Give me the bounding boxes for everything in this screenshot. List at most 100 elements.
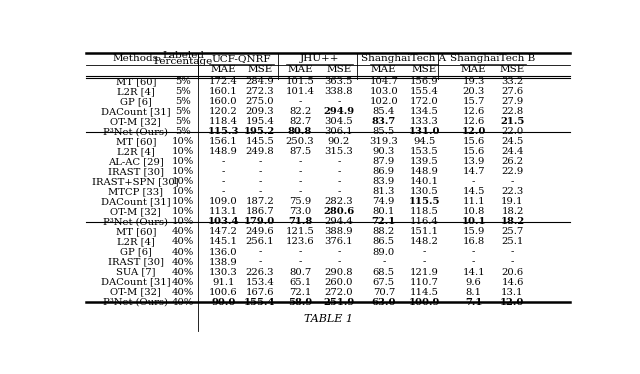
Text: 10%: 10% (172, 187, 194, 196)
Text: 7.1: 7.1 (465, 298, 483, 307)
Text: 114.5: 114.5 (410, 288, 438, 297)
Text: 153.4: 153.4 (245, 278, 274, 286)
Text: -: - (337, 177, 340, 187)
Text: 14.5: 14.5 (463, 187, 485, 196)
Text: 118.4: 118.4 (209, 117, 238, 126)
Text: MSE: MSE (412, 65, 436, 74)
Text: 147.2: 147.2 (209, 227, 238, 236)
Text: 81.3: 81.3 (372, 187, 395, 196)
Text: 172.0: 172.0 (410, 97, 438, 106)
Text: -: - (258, 258, 262, 267)
Text: 155.4: 155.4 (410, 88, 438, 96)
Text: -: - (337, 248, 340, 257)
Text: P³Net (Ours): P³Net (Ours) (103, 298, 168, 307)
Text: MSE: MSE (326, 65, 351, 74)
Text: 5%: 5% (175, 88, 191, 96)
Text: -: - (472, 177, 476, 187)
Text: -: - (298, 258, 302, 267)
Text: 195.4: 195.4 (245, 117, 274, 126)
Text: 363.5: 363.5 (324, 77, 353, 86)
Text: 85.4: 85.4 (372, 107, 395, 116)
Text: 160.1: 160.1 (209, 88, 237, 96)
Text: 18.2: 18.2 (500, 217, 525, 227)
Text: MTCP [33]: MTCP [33] (108, 187, 163, 196)
Text: 338.8: 338.8 (324, 88, 353, 96)
Text: 120.2: 120.2 (209, 107, 237, 116)
Text: TABLE 1: TABLE 1 (303, 314, 353, 324)
Text: 88.2: 88.2 (372, 227, 395, 236)
Text: 82.7: 82.7 (289, 117, 311, 126)
Text: -: - (472, 258, 476, 267)
Text: OT-M [32]: OT-M [32] (110, 117, 161, 126)
Text: -: - (298, 157, 302, 166)
Text: 10%: 10% (172, 168, 194, 177)
Text: L2R [4]: L2R [4] (117, 237, 155, 246)
Text: 249.8: 249.8 (245, 147, 274, 156)
Text: GP [6]: GP [6] (120, 248, 152, 257)
Text: 319.3: 319.3 (369, 137, 398, 146)
Text: 14.1: 14.1 (462, 267, 485, 276)
Text: 33.2: 33.2 (501, 77, 524, 86)
Text: 72.1: 72.1 (372, 217, 396, 227)
Text: -: - (511, 248, 514, 257)
Text: 130.5: 130.5 (410, 187, 438, 196)
Text: 10%: 10% (172, 147, 194, 156)
Text: 22.3: 22.3 (501, 187, 524, 196)
Text: Percentage: Percentage (154, 57, 212, 66)
Text: 90.0: 90.0 (211, 298, 236, 307)
Text: 116.4: 116.4 (410, 217, 438, 227)
Text: 10.1: 10.1 (461, 217, 486, 227)
Text: 101.5: 101.5 (285, 77, 314, 86)
Text: AL-AC [29]: AL-AC [29] (108, 157, 164, 166)
Text: 14.6: 14.6 (501, 278, 524, 286)
Text: MAE: MAE (287, 65, 313, 74)
Text: 156.9: 156.9 (410, 77, 438, 86)
Text: DACount [31]: DACount [31] (101, 107, 171, 116)
Text: OT-M [32]: OT-M [32] (110, 208, 161, 217)
Text: -: - (511, 177, 514, 187)
Text: 24.4: 24.4 (501, 147, 524, 156)
Text: 138.9: 138.9 (209, 258, 237, 267)
Text: -: - (422, 258, 426, 267)
Text: 90.2: 90.2 (328, 137, 350, 146)
Text: L2R [4]: L2R [4] (117, 88, 155, 96)
Text: 131.0: 131.0 (408, 128, 440, 137)
Text: -: - (472, 248, 476, 257)
Text: 134.5: 134.5 (410, 107, 438, 116)
Text: IRAST [30]: IRAST [30] (108, 168, 164, 177)
Text: 167.6: 167.6 (246, 288, 274, 297)
Text: 85.5: 85.5 (372, 128, 395, 137)
Text: 294.4: 294.4 (324, 217, 353, 227)
Text: 27.6: 27.6 (501, 88, 524, 96)
Text: DACount [31]: DACount [31] (101, 197, 171, 206)
Text: 15.7: 15.7 (463, 97, 485, 106)
Text: MAE: MAE (371, 65, 397, 74)
Text: -: - (258, 168, 262, 177)
Text: 294.9: 294.9 (323, 107, 355, 116)
Text: 40%: 40% (172, 298, 194, 307)
Text: 275.0: 275.0 (246, 97, 274, 106)
Text: 5%: 5% (175, 97, 191, 106)
Text: 104.7: 104.7 (369, 77, 398, 86)
Text: -: - (258, 177, 262, 187)
Text: P³Net (Ours): P³Net (Ours) (103, 217, 168, 227)
Text: -: - (337, 157, 340, 166)
Text: 63.0: 63.0 (372, 298, 396, 307)
Text: 87.9: 87.9 (372, 157, 395, 166)
Text: 304.5: 304.5 (324, 117, 353, 126)
Text: -: - (337, 168, 340, 177)
Text: 250.3: 250.3 (286, 137, 314, 146)
Text: 58.9: 58.9 (288, 298, 312, 307)
Text: 130.3: 130.3 (209, 267, 237, 276)
Text: Labeled: Labeled (162, 51, 204, 60)
Text: 27.9: 27.9 (501, 97, 524, 106)
Text: 91.1: 91.1 (212, 278, 235, 286)
Text: 153.5: 153.5 (410, 147, 438, 156)
Text: 172.4: 172.4 (209, 77, 238, 86)
Text: 24.5: 24.5 (501, 137, 524, 146)
Text: 282.3: 282.3 (324, 197, 353, 206)
Text: 74.9: 74.9 (372, 197, 395, 206)
Text: 5%: 5% (175, 107, 191, 116)
Text: -: - (221, 187, 225, 196)
Text: 133.3: 133.3 (410, 117, 438, 126)
